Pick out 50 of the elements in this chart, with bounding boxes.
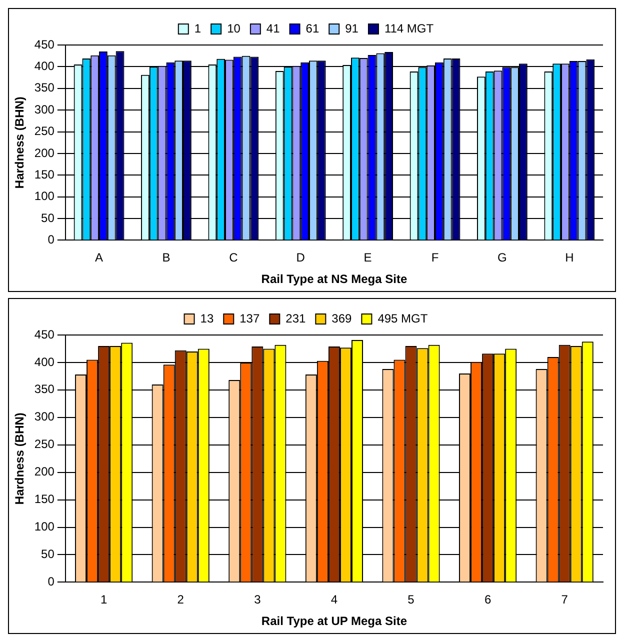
y-tick-label: 100 <box>34 520 55 534</box>
y-tick-label: 400 <box>34 59 55 73</box>
legend-label: 1 <box>194 21 202 36</box>
legend-label: 231 <box>286 311 306 326</box>
x-tick-label: F <box>431 250 439 265</box>
x-tick-label: 2 <box>177 592 184 607</box>
legend-label: 91 <box>345 21 359 36</box>
y-tick-label: 400 <box>34 354 55 369</box>
y-tick-label: 150 <box>34 167 55 182</box>
x-tick-label: 5 <box>408 592 415 607</box>
x-tick-label: C <box>229 250 238 265</box>
y-tick-label: 250 <box>34 124 55 138</box>
x-axis-title: Rail Type at NS Mega Site <box>261 272 408 286</box>
x-tick-label: D <box>296 250 306 265</box>
y-tick-label: 450 <box>34 37 55 52</box>
y-tick-label: 0 <box>48 232 55 247</box>
x-axis-title: Rail Type at UP Mega Site <box>261 614 408 628</box>
x-tick-label: 6 <box>484 592 492 607</box>
y-tick-label: 200 <box>34 146 55 160</box>
y-tick-label: 0 <box>48 574 55 589</box>
x-tick-label: A <box>95 250 104 265</box>
y-tick-label: 300 <box>34 410 55 424</box>
legend-label: 61 <box>306 21 320 36</box>
y-tick-label: 350 <box>34 80 55 95</box>
x-tick-label: 1 <box>100 592 108 607</box>
x-tick-label: 3 <box>254 592 262 607</box>
y-tick-label: 100 <box>34 189 55 204</box>
legend-label: 114 MGT <box>384 21 434 36</box>
x-tick-label: E <box>364 250 372 265</box>
y-axis-title: Hardness (BHN) <box>12 96 27 189</box>
y-tick-label: 350 <box>34 382 55 396</box>
x-tick-label: 4 <box>330 592 338 607</box>
x-tick-label: B <box>162 250 170 265</box>
y-tick-label: 150 <box>34 492 55 506</box>
legend-label: 13 <box>200 311 214 326</box>
x-tick-label: H <box>565 250 574 265</box>
legend-label: 495 MGT <box>378 311 428 326</box>
legend-label: 369 <box>332 311 352 326</box>
legend-label: 41 <box>266 21 280 36</box>
y-tick-label: 50 <box>41 547 55 562</box>
y-tick-label: 50 <box>41 210 55 225</box>
legend-label: 137 <box>240 311 260 326</box>
y-tick-label: 300 <box>34 102 55 116</box>
y-tick-label: 200 <box>34 464 55 479</box>
y-tick-label: 450 <box>34 327 55 342</box>
x-tick-label: G <box>498 250 507 265</box>
y-tick-label: 250 <box>34 437 55 452</box>
legend-label: 10 <box>227 21 241 36</box>
x-tick-label: 7 <box>561 592 568 607</box>
y-axis-title: Hardness (BHN) <box>12 412 27 505</box>
